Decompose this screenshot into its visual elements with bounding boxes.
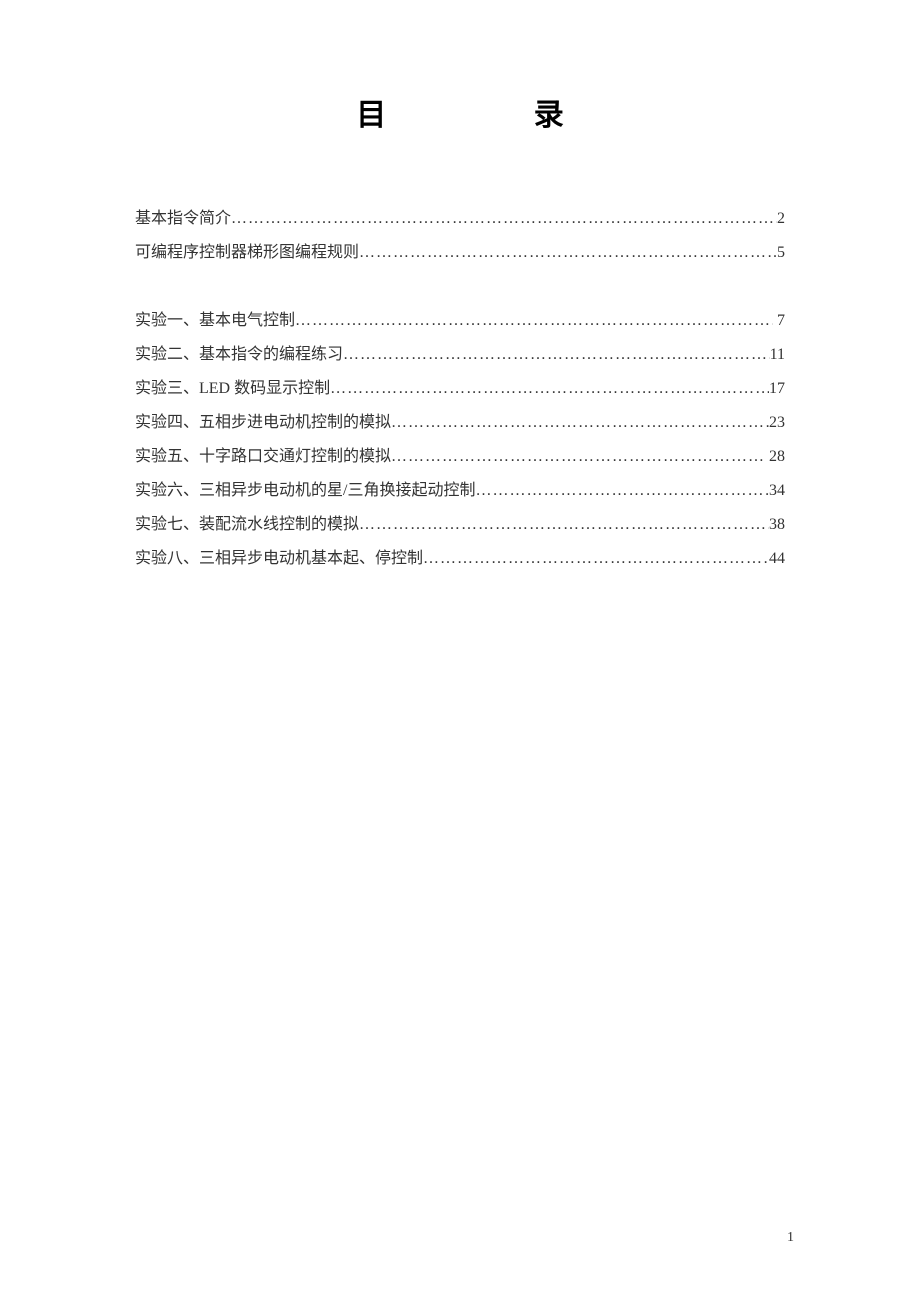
toc-title: 目 录 <box>135 90 785 134</box>
title-char-2: 录 <box>534 90 564 134</box>
toc-label: 实验五、十字路口交通灯控制的模拟 <box>135 440 391 474</box>
toc-entry: 实验五、十字路口交通灯控制的模拟 28 <box>135 440 785 474</box>
toc-leader <box>359 508 769 542</box>
footer-page-number: 1 <box>787 1230 794 1246</box>
toc-entry: 实验七、装配流水线控制的模拟 38 <box>135 508 785 542</box>
toc-label: 实验八、三相异步电动机基本起、停控制 <box>135 542 423 576</box>
toc-label: 实验一、基本电气控制 <box>135 304 295 338</box>
toc-leader <box>391 406 769 440</box>
toc-label: 实验三、LED 数码显示控制 <box>135 372 330 406</box>
toc-leader <box>231 202 777 236</box>
toc-entry: 可编程序控制器梯形图编程规则 5 <box>135 236 785 270</box>
toc-label: 实验二、基本指令的编程练习 <box>135 338 343 372</box>
toc-page-number: 11 <box>770 338 785 372</box>
toc-leader <box>475 474 769 508</box>
toc-page-number: 17 <box>769 372 785 406</box>
toc-leader <box>295 304 773 338</box>
toc-intro-section: 基本指令简介 2 可编程序控制器梯形图编程规则 5 <box>135 202 785 270</box>
toc-page-number: 7 <box>773 304 785 338</box>
toc-experiments-section: 实验一、基本电气控制 7 实验二、基本指令的编程练习 11 实验三、LED 数码… <box>135 304 785 576</box>
toc-leader <box>359 236 777 270</box>
toc-page-number: 44 <box>769 542 785 576</box>
toc-leader <box>343 338 770 372</box>
toc-page-number: 28 <box>765 440 785 474</box>
toc-leader <box>423 542 769 576</box>
toc-label: 实验四、五相步进电动机控制的模拟 <box>135 406 391 440</box>
title-char-1: 目 <box>356 90 386 134</box>
toc-page-number: 34 <box>769 474 785 508</box>
toc-entry: 实验三、LED 数码显示控制 17 <box>135 372 785 406</box>
toc-entry: 实验二、基本指令的编程练习 11 <box>135 338 785 372</box>
toc-label: 可编程序控制器梯形图编程规则 <box>135 236 359 270</box>
toc-leader <box>391 440 765 474</box>
toc-entry: 实验一、基本电气控制 7 <box>135 304 785 338</box>
toc-page-number: 2 <box>777 202 785 236</box>
document-page: 目 录 基本指令简介 2 可编程序控制器梯形图编程规则 5 实验一、基本电气控制… <box>0 0 920 576</box>
toc-label: 实验七、装配流水线控制的模拟 <box>135 508 359 542</box>
toc-page-number: 5 <box>777 236 785 270</box>
toc-page-number: 38 <box>769 508 785 542</box>
toc-page-number: 23 <box>769 406 785 440</box>
toc-entry: 基本指令简介 2 <box>135 202 785 236</box>
toc-label: 实验六、三相异步电动机的星/三角换接起动控制 <box>135 474 475 508</box>
toc-entry: 实验六、三相异步电动机的星/三角换接起动控制 34 <box>135 474 785 508</box>
toc-entry: 实验四、五相步进电动机控制的模拟 23 <box>135 406 785 440</box>
toc-label: 基本指令简介 <box>135 202 231 236</box>
toc-entry: 实验八、三相异步电动机基本起、停控制 44 <box>135 542 785 576</box>
toc-leader <box>330 372 769 406</box>
